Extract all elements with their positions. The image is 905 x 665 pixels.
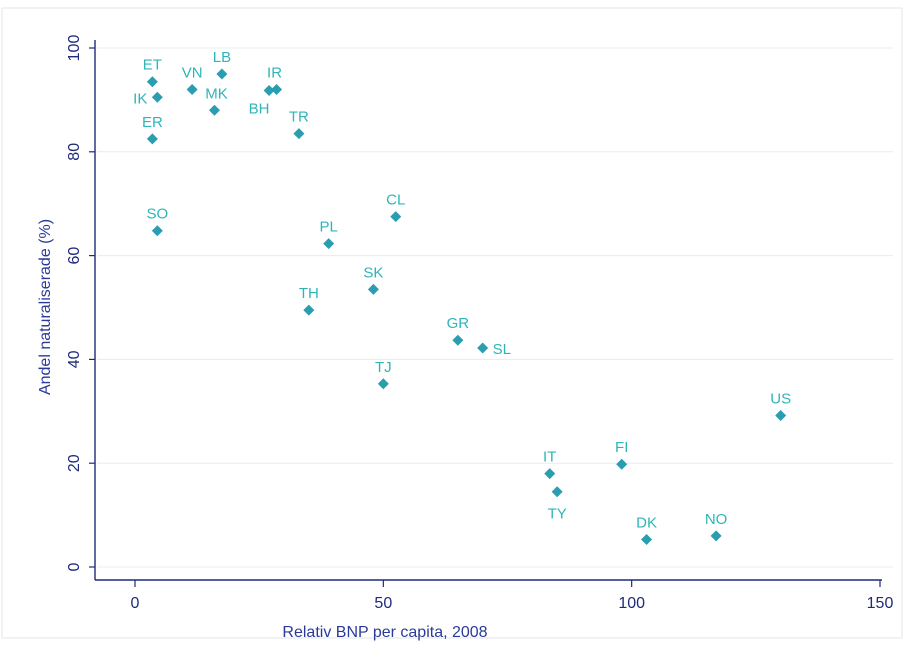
point-us xyxy=(775,409,787,421)
point-et xyxy=(146,76,158,88)
point-so xyxy=(151,225,163,237)
point-sl xyxy=(477,342,489,354)
y-tick-label-40: 40 xyxy=(66,350,83,368)
point-ty xyxy=(551,486,563,498)
y-tick-label-80: 80 xyxy=(66,143,83,161)
y-axis-title: Andel naturaliserade (%) xyxy=(37,219,54,395)
point-label-mk: MK xyxy=(205,85,228,102)
point-vn xyxy=(186,84,198,96)
point-label-et: ET xyxy=(143,57,162,74)
point-gr xyxy=(452,334,464,346)
point-ik xyxy=(151,91,163,103)
point-label-tj: TJ xyxy=(375,359,392,376)
point-label-fi: FI xyxy=(615,439,628,456)
point-label-so: SO xyxy=(147,206,169,223)
point-label-ik: IK xyxy=(133,90,147,107)
point-label-bh: BH xyxy=(249,101,270,118)
data-points: ET IK VN LB MK IR BH TR ER SO CL PL SK TH GR SL TJ US IT FI… xyxy=(133,49,791,545)
x-axis-title: Relativ BNP per capita, 2008 xyxy=(282,624,487,641)
axes xyxy=(94,40,882,581)
tick-marks: 0 20 40 60 80 100 0 50 100 150 xyxy=(66,35,893,612)
y-tick-label-0: 0 xyxy=(66,562,83,571)
point-tj xyxy=(377,378,389,390)
point-label-ty: TY xyxy=(548,506,567,523)
point-th xyxy=(303,304,315,316)
point-label-sl: SL xyxy=(493,341,511,358)
point-lb xyxy=(216,68,228,80)
y-tick-label-20: 20 xyxy=(66,454,83,472)
chart-frame xyxy=(1,7,903,639)
point-er xyxy=(146,133,158,145)
y-tick-label-60: 60 xyxy=(66,247,83,265)
point-label-vn: VN xyxy=(182,65,203,82)
point-label-tr: TR xyxy=(289,109,309,126)
point-sk xyxy=(367,283,379,295)
x-tick-label-150: 150 xyxy=(867,595,894,612)
point-label-us: US xyxy=(770,390,791,407)
x-tick-label-0: 0 xyxy=(131,595,140,612)
point-label-er: ER xyxy=(142,114,163,131)
point-label-no: NO xyxy=(705,511,728,528)
point-label-it: IT xyxy=(543,449,556,466)
x-tick-label-100: 100 xyxy=(618,595,645,612)
point-ir xyxy=(271,84,283,96)
point-label-gr: GR xyxy=(447,315,470,332)
point-label-lb: LB xyxy=(213,49,231,66)
point-dk xyxy=(641,533,653,545)
point-tr xyxy=(293,128,305,140)
point-pl xyxy=(323,238,335,250)
point-fi xyxy=(616,458,628,470)
point-mk xyxy=(208,104,220,116)
point-cl xyxy=(390,211,402,223)
x-tick-label-50: 50 xyxy=(374,595,392,612)
point-bh xyxy=(263,85,275,97)
point-it xyxy=(544,468,556,480)
point-label-sk: SK xyxy=(363,264,383,281)
point-label-th: TH xyxy=(299,285,319,302)
point-label-pl: PL xyxy=(320,219,338,236)
y-tick-label-100: 100 xyxy=(66,35,83,62)
point-label-dk: DK xyxy=(636,514,657,531)
point-label-ir: IR xyxy=(267,65,282,82)
point-label-cl: CL xyxy=(386,192,405,209)
point-no xyxy=(710,530,722,542)
gridlines xyxy=(97,47,893,568)
